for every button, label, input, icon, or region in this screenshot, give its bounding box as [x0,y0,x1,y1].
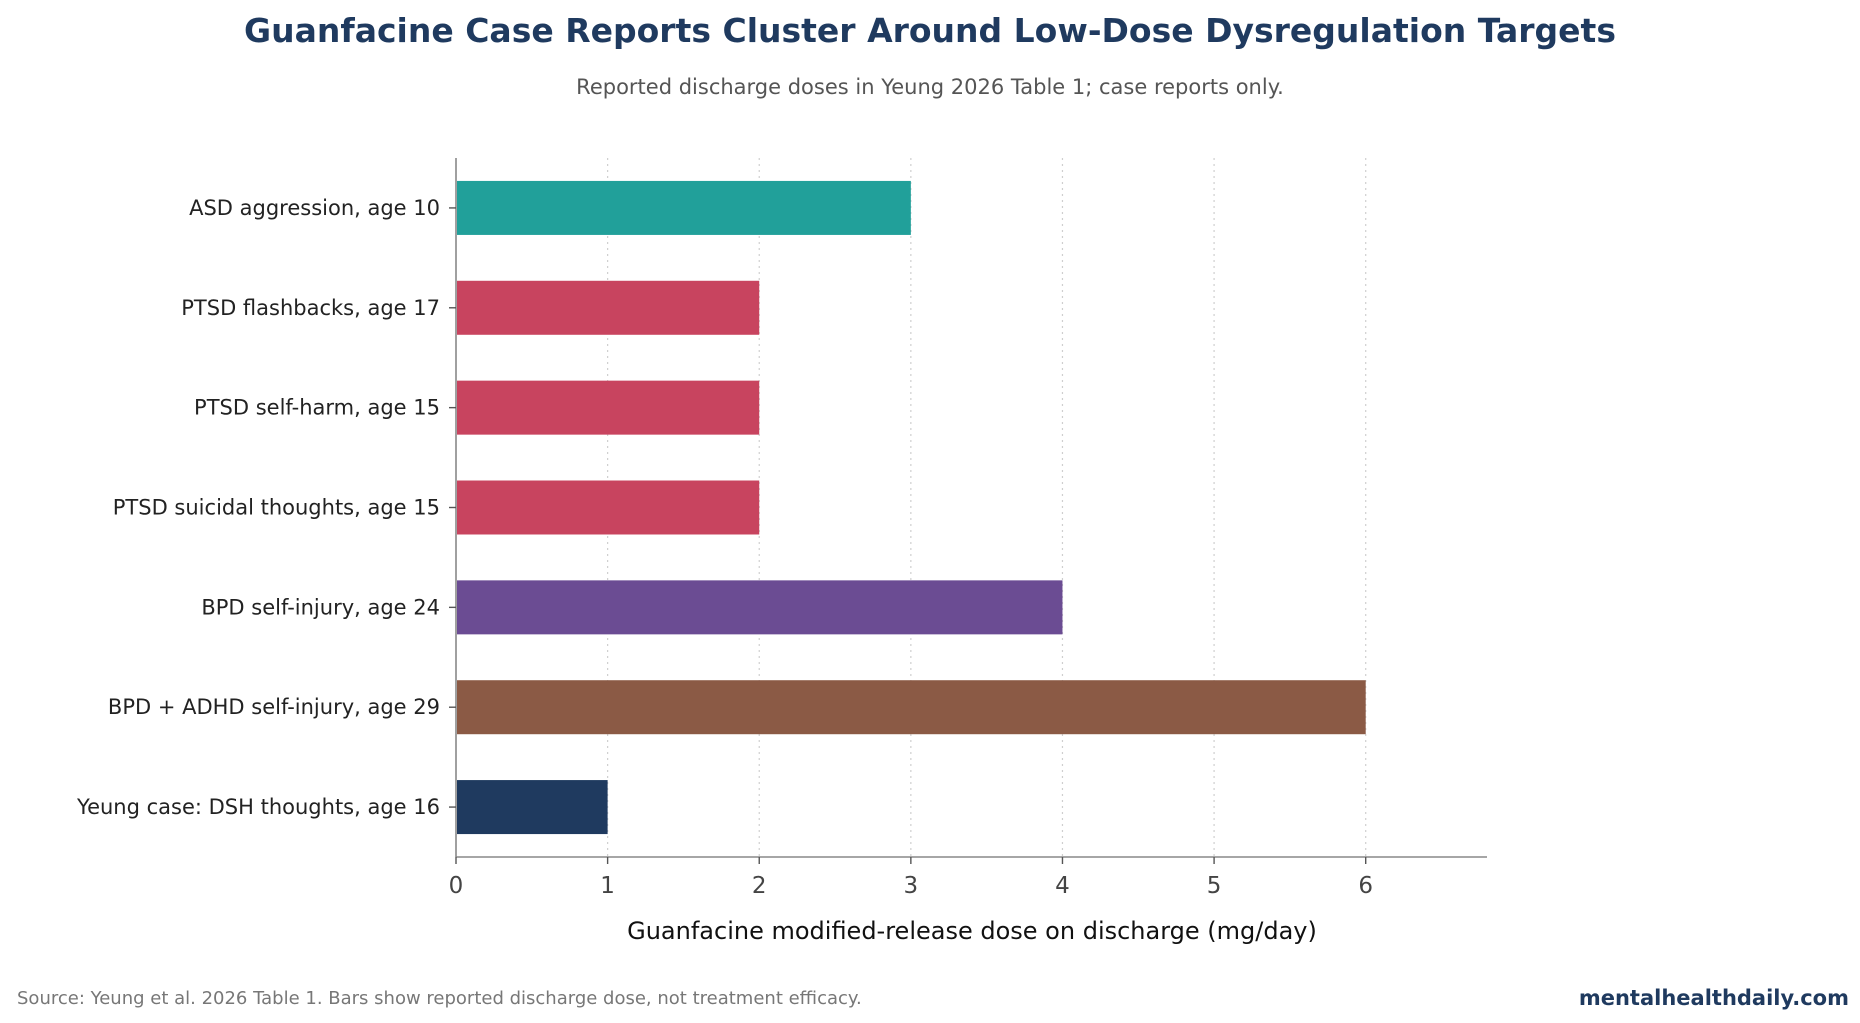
bar [457,480,760,535]
x-axis-title: Guanfacine modified-release dose on disc… [627,917,1317,945]
brand-label: mentalhealthdaily.com [1579,986,1849,1010]
x-tick-label: 1 [600,873,615,899]
bar [457,780,608,835]
chart-title: Guanfacine Case Reports Cluster Around L… [244,11,1616,50]
bar [457,180,911,235]
x-tick-label: 6 [1358,873,1373,899]
x-tick-label: 4 [1055,873,1070,899]
chart-subtitle: Reported discharge doses in Yeung 2026 T… [576,75,1284,99]
x-axis-ticks: 0 1 2 3 4 5 6 [449,857,1373,899]
y-tick-label: ASD aggression, age 10 [189,196,440,220]
y-tick-label: PTSD flashbacks, age 17 [181,296,440,320]
y-tick-label: PTSD self-harm, age 15 [194,396,440,420]
x-tick-label: 2 [752,873,767,899]
bar [457,680,1366,735]
source-note: Source: Yeung et al. 2026 Table 1. Bars … [17,988,862,1009]
y-axis-ticks: ASD aggression, age 10 PTSD flashbacks, a… [76,196,456,819]
x-tick-label: 0 [449,873,464,899]
bars [457,180,1366,835]
y-tick-label: Yeung case: DSH thoughts, age 16 [76,795,440,819]
y-tick-label: PTSD suicidal thoughts, age 15 [113,496,440,520]
x-tick-label: 5 [1207,873,1222,899]
bar [457,380,760,435]
bar [457,580,1063,635]
x-tick-label: 3 [904,873,919,899]
y-tick-label: BPD + ADHD self-injury, age 29 [108,695,440,719]
bar [457,280,760,335]
y-tick-label: BPD self-injury, age 24 [201,595,440,619]
